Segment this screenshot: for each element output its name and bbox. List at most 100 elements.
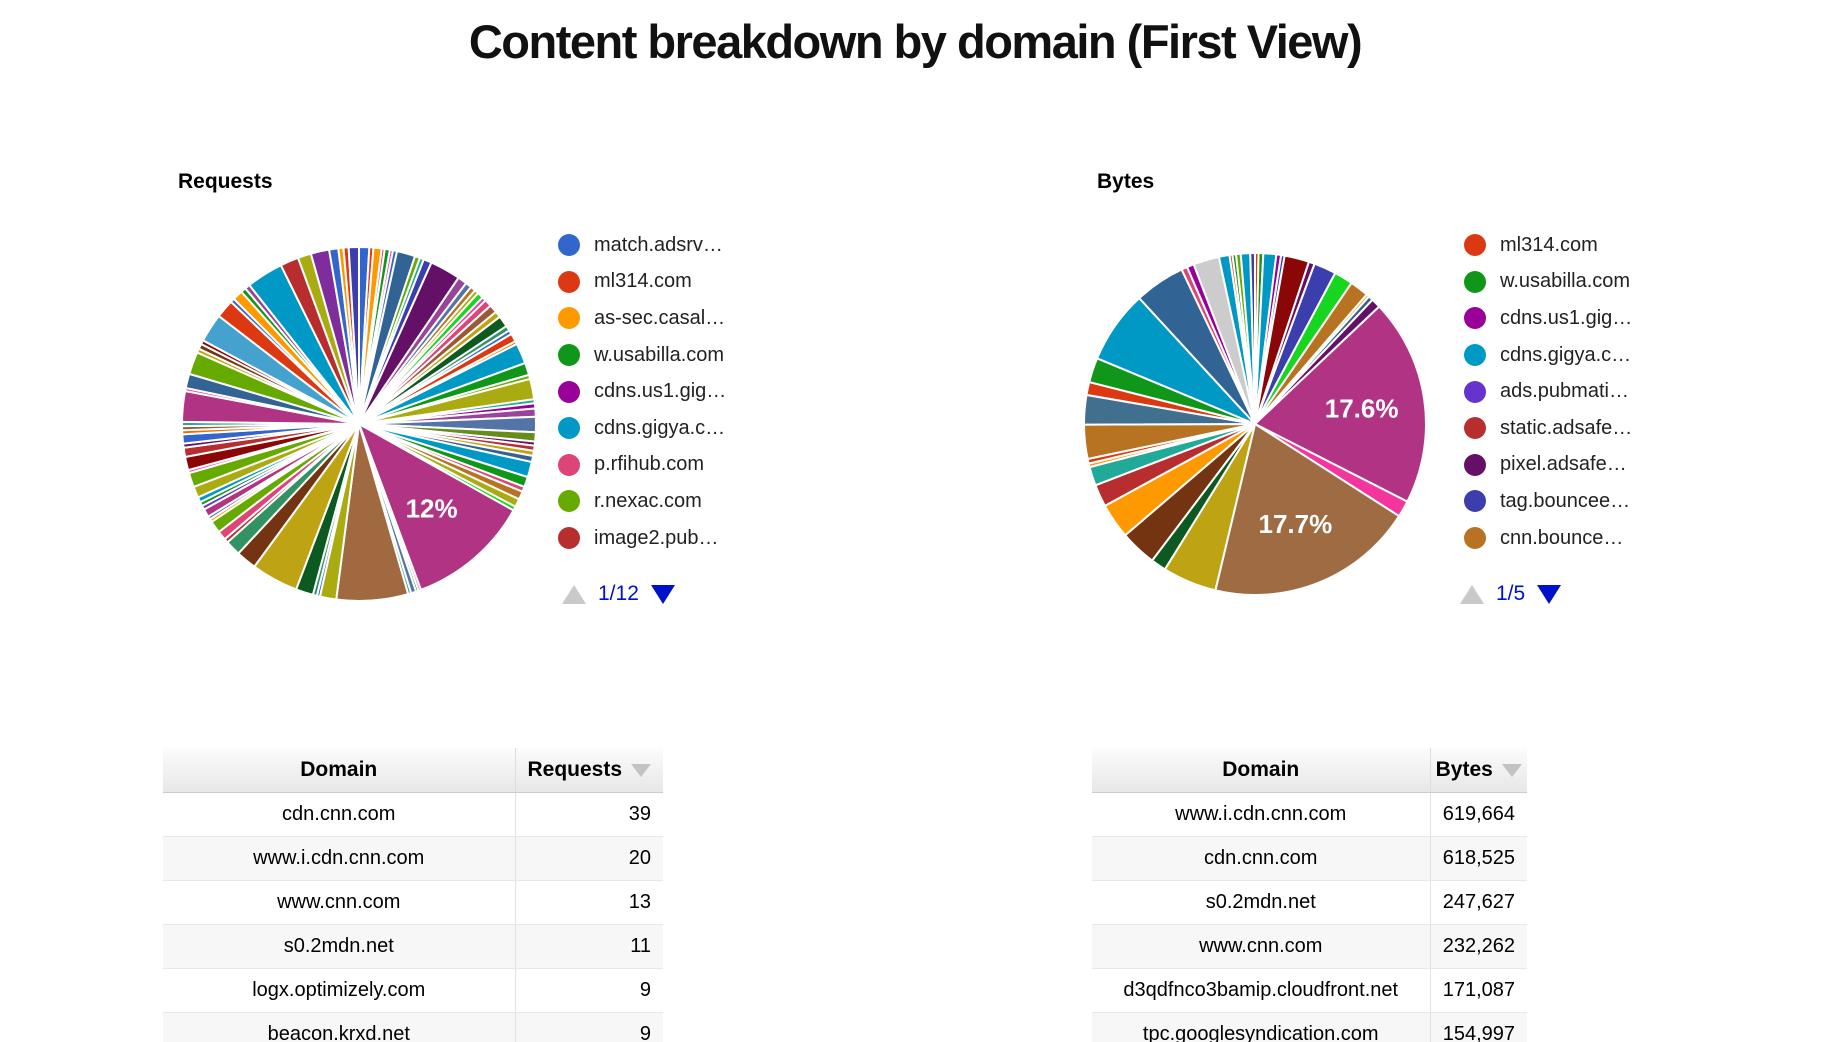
legend-dot-icon bbox=[558, 234, 580, 257]
slice-percent-label: 17.7% bbox=[1258, 509, 1332, 539]
legend-label: ml314.com bbox=[1500, 233, 1598, 256]
value-cell: 619,664 bbox=[1430, 792, 1527, 837]
domain-cell: beacon.krxd.net bbox=[163, 1012, 516, 1042]
pager-page-label: 1/5 bbox=[1496, 582, 1526, 605]
legend-dot-icon bbox=[558, 490, 580, 513]
slice-percent-label: 17.6% bbox=[1325, 394, 1399, 424]
legend-dot-icon bbox=[1464, 380, 1486, 403]
legend-item[interactable]: as-sec.casal… bbox=[558, 300, 726, 337]
pager-page-label: 1/12 bbox=[598, 582, 639, 605]
pie-slice[interactable] bbox=[1253, 305, 1427, 503]
column-header-domain[interactable]: Domain bbox=[163, 748, 516, 793]
legend-item[interactable]: r.nexac.com bbox=[558, 483, 726, 520]
legend-label: pixel.adsafe… bbox=[1500, 453, 1627, 476]
value-cell: 13 bbox=[515, 880, 663, 925]
value-cell: 247,627 bbox=[1430, 880, 1527, 925]
legend-dot-icon bbox=[558, 453, 580, 476]
pager-down-icon[interactable] bbox=[1537, 584, 1562, 604]
column-header-bytes[interactable]: Bytes bbox=[1430, 748, 1527, 793]
legend-item[interactable]: match.adsrv… bbox=[558, 227, 726, 264]
domain-cell: cdn.cnn.com bbox=[1092, 836, 1431, 881]
table-row: cdn.cnn.com 618,525 bbox=[1092, 836, 1527, 881]
legend-item[interactable]: w.usabilla.com bbox=[1464, 264, 1632, 301]
legend-item[interactable]: ads.pubmati… bbox=[1464, 373, 1632, 410]
legend-item[interactable]: pixel.adsafe… bbox=[1464, 447, 1632, 484]
legend-dot-icon bbox=[1464, 344, 1486, 367]
sort-desc-icon bbox=[1501, 763, 1522, 777]
legend-dot-icon bbox=[1464, 490, 1486, 513]
pie-slice[interactable] bbox=[1249, 252, 1256, 425]
requests-legend: match.adsrv… ml314.com as-sec.casal… w.usab… bbox=[558, 227, 726, 556]
bytes-pie-chart[interactable]: 17.6% 17.7% bbox=[1083, 252, 1427, 596]
domain-cell: logx.optimizely.com bbox=[163, 968, 516, 1013]
legend-label: p.rfihub.com bbox=[594, 453, 705, 476]
legend-label: as-sec.casal… bbox=[594, 306, 726, 329]
bytes-table: Domain Bytes www.i.cdn.cnn.com 619,664 cdn.c… bbox=[1092, 748, 1527, 1042]
legend-item[interactable]: static.adsafe… bbox=[1464, 410, 1632, 447]
table-row: www.cnn.com 232,262 bbox=[1092, 924, 1527, 969]
slice-percent-label: 12% bbox=[406, 494, 458, 524]
column-header-label: Domain bbox=[1222, 758, 1300, 781]
value-cell: 232,262 bbox=[1430, 924, 1527, 969]
table-row: www.i.cdn.cnn.com 20 bbox=[163, 836, 663, 881]
legend-label: tag.bouncee… bbox=[1500, 489, 1631, 512]
bytes-legend: ml314.com w.usabilla.com cdns.us1.gig… cdns… bbox=[1464, 227, 1632, 556]
table-row: logx.optimizely.com 9 bbox=[163, 968, 663, 1013]
legend-label: static.adsafe… bbox=[1500, 416, 1633, 439]
requests-pie-chart[interactable]: 12% bbox=[181, 246, 537, 602]
legend-item[interactable]: cdns.us1.gig… bbox=[1464, 300, 1632, 337]
pie-slice[interactable] bbox=[357, 421, 515, 592]
domain-cell: cdn.cnn.com bbox=[163, 792, 516, 837]
table-row: www.cnn.com 13 bbox=[163, 880, 663, 925]
legend-label: r.nexac.com bbox=[594, 489, 702, 512]
bytes-chart-caption: Bytes bbox=[1097, 170, 1155, 193]
column-header-label: Bytes bbox=[1435, 758, 1493, 781]
legend-label: cnn.bounce… bbox=[1500, 526, 1624, 549]
legend-label: image2.pub… bbox=[594, 526, 719, 549]
sort-desc-icon bbox=[631, 763, 652, 777]
pie-slice[interactable] bbox=[1214, 422, 1401, 596]
legend-item[interactable]: cdns.us1.gig… bbox=[558, 373, 726, 410]
legend-item[interactable]: cdns.gigya.c… bbox=[1464, 337, 1632, 374]
legend-item[interactable]: p.rfihub.com bbox=[558, 447, 726, 484]
column-header-label: Domain bbox=[300, 758, 378, 781]
value-cell: 11 bbox=[515, 924, 663, 969]
value-cell: 171,087 bbox=[1430, 968, 1527, 1013]
legend-item[interactable]: ml314.com bbox=[1464, 227, 1632, 264]
pager-down-icon[interactable] bbox=[650, 584, 675, 604]
legend-item[interactable]: image2.pub… bbox=[558, 520, 726, 557]
table-row: www.i.cdn.cnn.com 619,664 bbox=[1092, 792, 1527, 837]
pager-up-icon[interactable] bbox=[1460, 584, 1484, 604]
value-cell: 618,525 bbox=[1430, 836, 1527, 881]
pie-slice[interactable] bbox=[347, 246, 360, 425]
legend-dot-icon bbox=[558, 527, 580, 550]
table-row: s0.2mdn.net 11 bbox=[163, 924, 663, 969]
legend-dot-icon bbox=[1464, 234, 1486, 257]
pager-up-icon[interactable] bbox=[562, 584, 586, 604]
table-row: cdn.cnn.com 39 bbox=[163, 792, 663, 837]
legend-dot-icon bbox=[1464, 527, 1486, 550]
legend-label: match.adsrv… bbox=[594, 233, 723, 256]
requests-chart-caption: Requests bbox=[178, 170, 273, 193]
legend-dot-icon bbox=[1464, 453, 1486, 476]
legend-item[interactable]: cnn.bounce… bbox=[1464, 520, 1632, 557]
legend-item[interactable]: cdns.gigya.c… bbox=[558, 410, 726, 447]
legend-label: cdns.us1.gig… bbox=[1500, 306, 1633, 329]
table-row: d3qdfnco3bamip.cloudfront.net 171,087 bbox=[1092, 968, 1527, 1013]
legend-dot-icon bbox=[1464, 417, 1486, 440]
legend-dot-icon bbox=[558, 270, 580, 293]
domain-cell: www.cnn.com bbox=[1092, 924, 1431, 969]
legend-item[interactable]: tag.bouncee… bbox=[1464, 483, 1632, 520]
legend-label: ml314.com bbox=[594, 270, 692, 293]
value-cell: 9 bbox=[515, 1012, 663, 1042]
value-cell: 20 bbox=[515, 836, 663, 881]
column-header-requests[interactable]: Requests bbox=[515, 748, 663, 793]
column-header-domain[interactable]: Domain bbox=[1092, 748, 1431, 793]
legend-item[interactable]: ml314.com bbox=[558, 264, 726, 301]
legend-dot-icon bbox=[558, 307, 580, 330]
legend-label: w.usabilla.com bbox=[594, 343, 725, 366]
legend-dot-icon bbox=[558, 417, 580, 440]
requests-legend-pager: 1/12 bbox=[562, 580, 675, 608]
legend-item[interactable]: w.usabilla.com bbox=[558, 337, 726, 374]
